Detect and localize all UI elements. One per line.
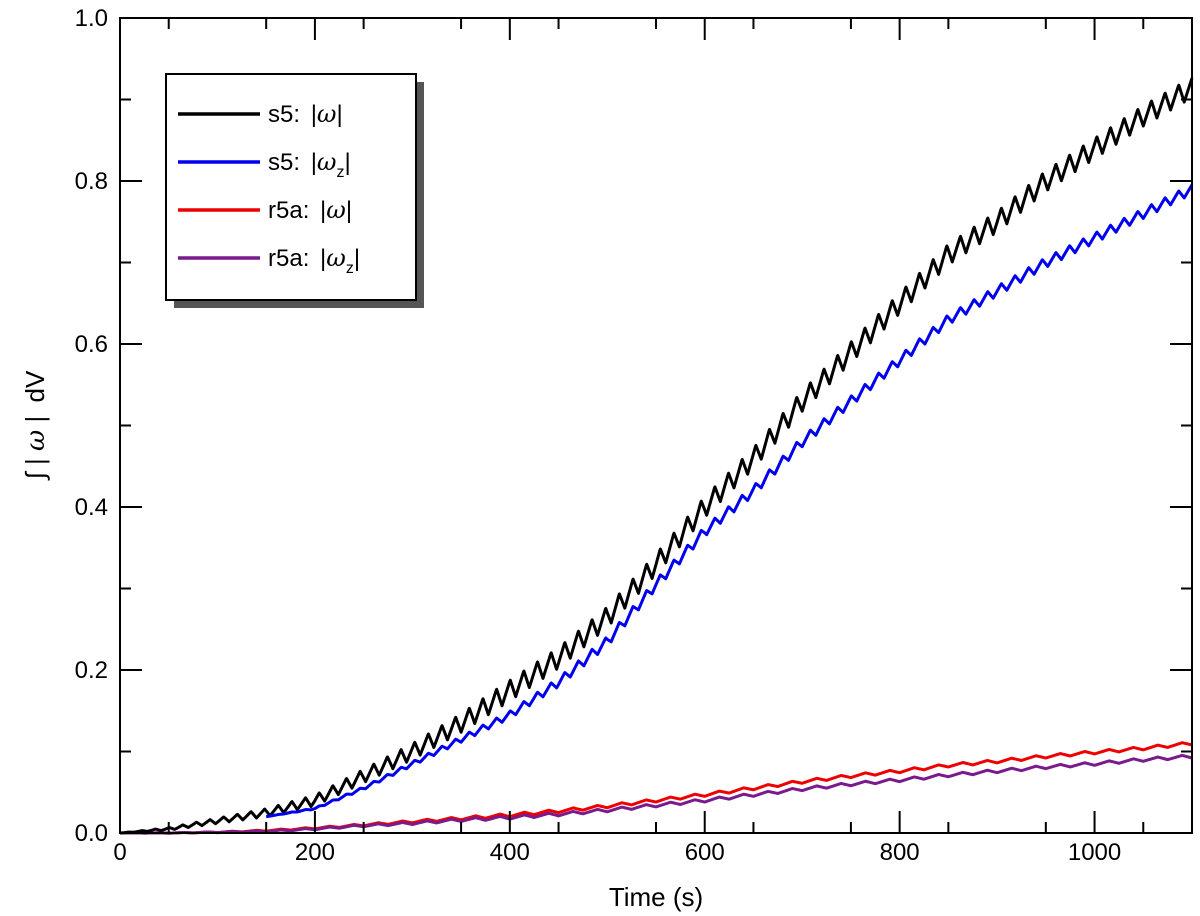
x-tick-label: 1000 bbox=[1068, 839, 1121, 866]
y-tick-label: 1.0 bbox=[75, 5, 108, 32]
y-axis-integral: ∫ bbox=[20, 470, 50, 481]
legend-label: r5a: |ω| bbox=[268, 196, 352, 224]
y-axis-bar-right: | bbox=[20, 416, 50, 423]
y-axis-unit: dV bbox=[20, 370, 50, 402]
series-line-1 bbox=[265, 183, 1194, 819]
x-axis-title: Time (s) bbox=[609, 882, 703, 912]
y-axis-omega: ω bbox=[21, 430, 51, 451]
y-axis-bar-left: | bbox=[20, 458, 50, 465]
series-line-0 bbox=[118, 77, 1194, 835]
series-line-3 bbox=[118, 753, 1194, 835]
x-tick-label: 800 bbox=[880, 839, 920, 866]
legend-entries: s5: |ω| s5: |ωz| r5a: |ω| r5a: |ωz| bbox=[178, 100, 360, 277]
y-tick-label: 0.4 bbox=[75, 494, 108, 521]
legend-box bbox=[165, 73, 417, 301]
series-line-2 bbox=[118, 741, 1194, 835]
y-tick-label: 0.0 bbox=[75, 820, 108, 847]
legend-label: s5: |ω| bbox=[268, 100, 343, 128]
legend-label: s5: |ωz| bbox=[268, 148, 351, 181]
y-tick-label: 0.2 bbox=[75, 657, 108, 684]
y-axis-title: ∫ | ω | dV bbox=[20, 370, 51, 481]
y-tick-label: 0.8 bbox=[75, 168, 108, 195]
x-tick-label: 200 bbox=[295, 839, 335, 866]
x-tick-label: 400 bbox=[490, 839, 530, 866]
plot-area bbox=[118, 77, 1194, 835]
y-tick-label: 0.6 bbox=[75, 331, 108, 358]
legend-label: r5a: |ωz| bbox=[268, 244, 360, 277]
y-tick-labels: 0.0 0.2 0.4 0.6 0.8 1.0 bbox=[75, 5, 108, 847]
x-tick-label: 600 bbox=[685, 839, 725, 866]
x-tick-labels: 0 200 400 600 800 1000 bbox=[113, 839, 1121, 866]
plot-frame bbox=[119, 17, 1193, 834]
legend: s5: |ω| s5: |ωz| r5a: |ω| r5a: |ωz| bbox=[165, 73, 424, 308]
x-tick-label: 0 bbox=[113, 839, 126, 866]
